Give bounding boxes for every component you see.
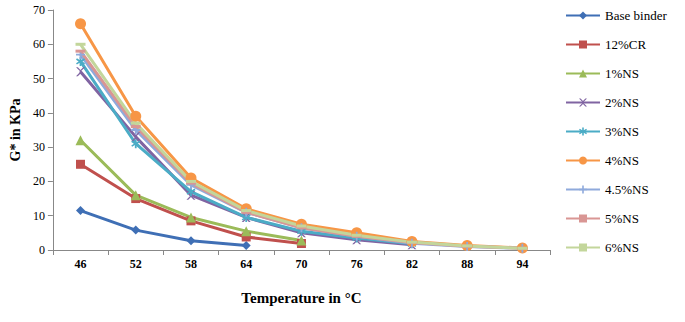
svg-text:52: 52 xyxy=(130,257,142,271)
svg-text:4%NS: 4%NS xyxy=(605,153,639,168)
svg-text:30: 30 xyxy=(33,140,45,154)
svg-text:2%NS: 2%NS xyxy=(605,95,639,110)
svg-text:82: 82 xyxy=(406,257,418,271)
svg-text:1%NS: 1%NS xyxy=(605,66,639,81)
svg-text:10: 10 xyxy=(33,209,45,223)
svg-text:46: 46 xyxy=(75,257,87,271)
svg-text:5%NS: 5%NS xyxy=(605,211,639,226)
svg-text:G* in KPa: G* in KPa xyxy=(8,98,23,161)
svg-text:6%NS: 6%NS xyxy=(605,240,639,255)
svg-text:12%CR: 12%CR xyxy=(605,37,647,52)
svg-text:60: 60 xyxy=(33,37,45,51)
svg-text:0: 0 xyxy=(39,243,45,257)
svg-text:64: 64 xyxy=(240,257,252,271)
svg-text:50: 50 xyxy=(33,72,45,86)
svg-text:4.5%NS: 4.5%NS xyxy=(605,182,649,197)
svg-text:3%NS: 3%NS xyxy=(605,124,639,139)
svg-text:20: 20 xyxy=(33,174,45,188)
svg-text:40: 40 xyxy=(33,106,45,120)
svg-text:76: 76 xyxy=(351,257,363,271)
svg-text:70: 70 xyxy=(295,257,307,271)
svg-text:70: 70 xyxy=(33,3,45,17)
svg-text:94: 94 xyxy=(516,257,528,271)
svg-text:88: 88 xyxy=(461,257,473,271)
svg-text:58: 58 xyxy=(185,257,197,271)
svg-text:Temperature in °C: Temperature in °C xyxy=(241,290,361,306)
svg-text:Base binder: Base binder xyxy=(605,8,667,23)
